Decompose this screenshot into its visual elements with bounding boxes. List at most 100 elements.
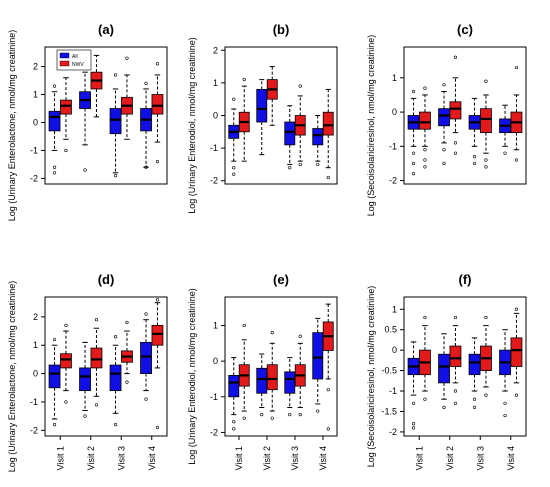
y-tick-label: 1: [392, 73, 397, 83]
outlier-point: [453, 401, 458, 405]
outlier-point: [514, 393, 519, 397]
y-tick-label: -2: [389, 176, 397, 186]
outlier-point: [411, 426, 416, 430]
plot-frame: [403, 46, 527, 185]
y-tick-label: -1: [389, 141, 397, 151]
y-axis-label: Log (Urinary Enterodiol, nmol/mg creatin…: [187, 288, 197, 465]
outlier-point: [125, 320, 129, 325]
y-tick-label: -2: [30, 425, 38, 435]
y-tick-label: 2: [33, 62, 38, 72]
outlier-point: [242, 416, 246, 420]
box-visit1-blue: [228, 97, 240, 176]
box-iqr: [109, 108, 122, 135]
outlier-point: [326, 175, 330, 180]
box-iqr: [140, 341, 152, 374]
y-tick-label: 1: [213, 78, 218, 88]
x-tick-label: Visit 2: [86, 446, 96, 470]
legend-swatch-nwv: [59, 60, 70, 67]
box-iqr: [48, 364, 61, 389]
y-tick-label: -1: [30, 397, 38, 407]
box-visit4-blue: [312, 317, 324, 413]
outlier-point: [232, 166, 236, 170]
y-tick-label: -2: [389, 427, 397, 437]
box-iqr: [256, 367, 268, 394]
outlier-point: [423, 397, 427, 401]
box-iqr: [438, 108, 450, 127]
box-visit1-red: [60, 323, 72, 404]
outlier-point: [94, 318, 99, 322]
panel-title: (a): [98, 22, 114, 37]
box-visit4-blue: [499, 329, 511, 418]
outlier-point: [83, 168, 87, 172]
panel-title: (d): [98, 272, 115, 287]
box-visit3-blue: [284, 357, 296, 417]
box-iqr: [480, 108, 492, 134]
outlier-point: [232, 420, 236, 424]
box-iqr: [312, 332, 324, 380]
outlier-point: [232, 172, 236, 176]
outlier-point: [484, 158, 488, 162]
x-tick-label: Visit 1: [55, 446, 65, 470]
box-iqr: [312, 128, 324, 146]
box-visit4-red: [510, 65, 523, 162]
outlier-point: [423, 158, 427, 162]
box-visit3-blue: [109, 73, 122, 178]
outlier-point: [411, 151, 416, 155]
legend-label-nwv: NWV: [72, 62, 84, 68]
outlier-point: [144, 397, 148, 401]
box-visit1-blue: [48, 337, 61, 427]
panel-title: (e): [273, 272, 289, 287]
y-tick-label: -1: [389, 386, 397, 396]
panel-b: (b) -2 -1 0 1 2 Log (Urinary Enterodiol, nmol/…: [187, 22, 338, 214]
box-visit2-blue: [256, 353, 268, 417]
outlier-point: [411, 172, 416, 176]
outlier-point: [260, 413, 264, 417]
box-visit4-red: [322, 88, 334, 180]
outlier-point: [52, 171, 57, 175]
y-tick-label: 0: [213, 111, 218, 121]
y-tick-label: 0: [392, 345, 397, 355]
outlier-point: [453, 315, 458, 320]
outlier-point: [423, 315, 427, 320]
box-iqr: [284, 121, 296, 146]
box-visit2-red: [90, 318, 103, 407]
box-iqr: [151, 324, 164, 346]
outlier-point: [52, 337, 57, 342]
outlier-point: [94, 403, 99, 407]
y-tick-label: -1: [210, 392, 218, 402]
box-iqr: [151, 94, 164, 115]
y-tick-label: 0: [33, 369, 38, 379]
panel-title: (b): [273, 22, 290, 37]
outlier-point: [453, 151, 458, 155]
box-visit3-red: [121, 320, 133, 384]
x-tick-label: Visit 4: [318, 446, 328, 470]
box-visit3-blue: [109, 335, 122, 427]
panel-a: (a) -2 -1 0 1 2 Log (Urinary Enterolactone, nm…: [7, 22, 168, 221]
y-tick-label: 2: [213, 45, 218, 55]
box-visit1-red: [238, 323, 250, 420]
box-visit3-blue: [468, 337, 481, 409]
outlier-point: [64, 148, 68, 153]
outlier-point: [52, 84, 57, 88]
outlier-point: [242, 78, 246, 82]
outlier-point: [411, 401, 416, 405]
box-iqr: [266, 364, 278, 391]
outlier-point: [64, 400, 68, 404]
y-tick-label: -1.5: [381, 406, 397, 416]
outlier-point: [298, 84, 302, 88]
box-visit3-red: [121, 56, 133, 140]
y-tick-label: 0.5: [384, 325, 397, 335]
box-visit1-blue: [228, 357, 240, 431]
box-visit2-blue: [438, 83, 450, 166]
box-visit4-blue: [140, 81, 152, 169]
y-tick-label: -2: [30, 173, 38, 183]
plot-frame: [403, 296, 527, 437]
outlier-point: [472, 155, 477, 159]
outlier-point: [442, 161, 446, 166]
plot-frame: [44, 46, 168, 185]
x-tick-label: Visit 4: [147, 446, 157, 470]
box-visit3-red: [294, 334, 306, 417]
y-tick-label: 1: [392, 304, 397, 314]
outlier-point: [326, 427, 330, 431]
